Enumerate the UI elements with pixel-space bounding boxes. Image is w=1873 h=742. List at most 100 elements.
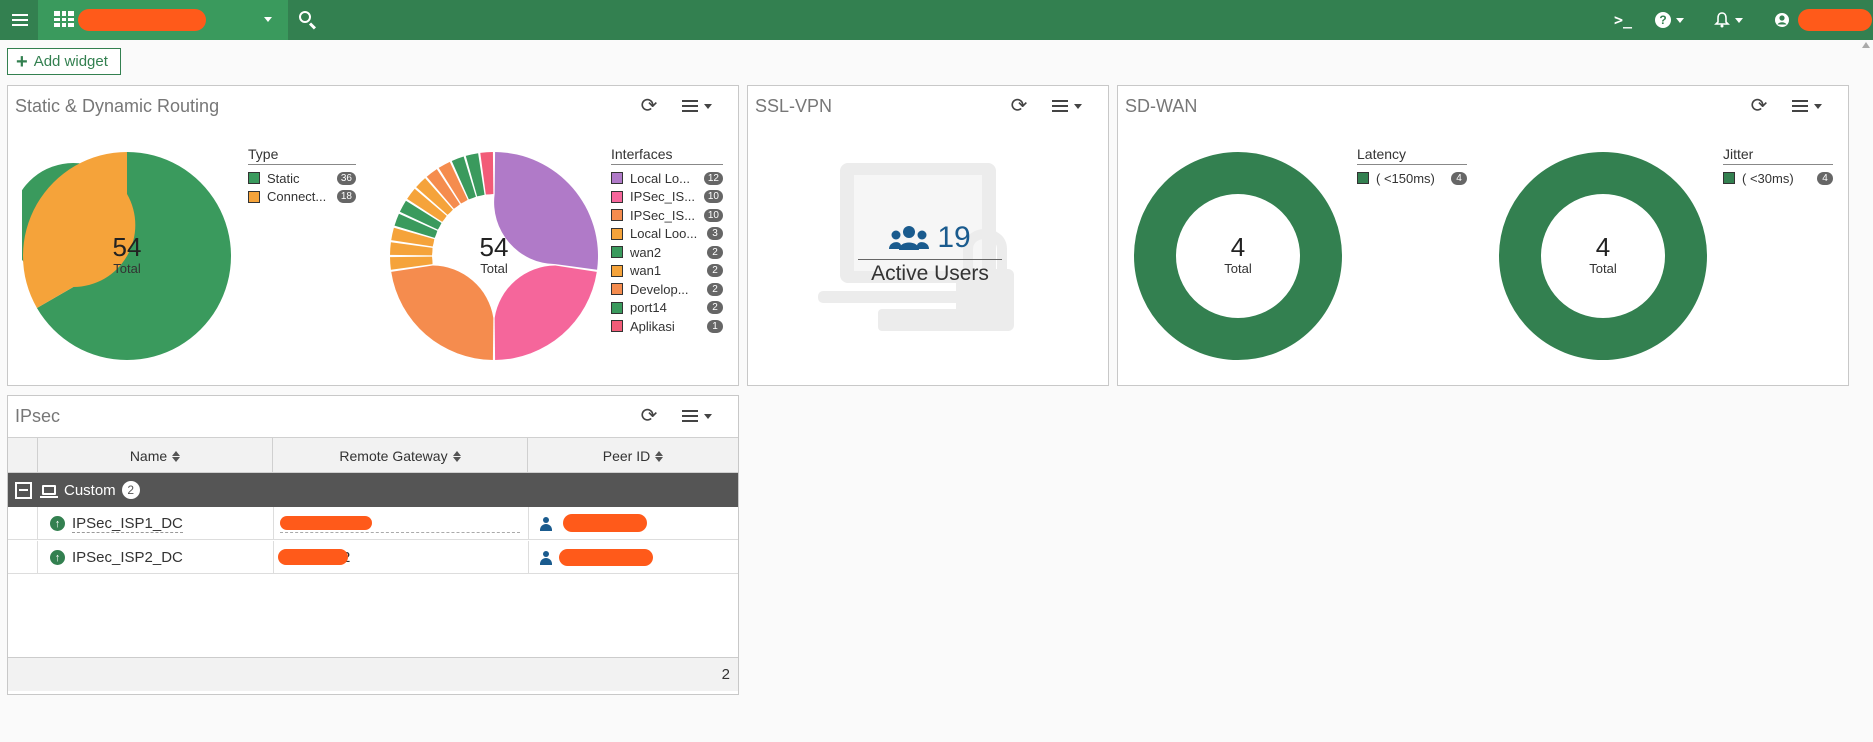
name-cell[interactable]: ↑ IPSec_ISP1_DC bbox=[50, 507, 183, 540]
laptop-icon bbox=[40, 485, 58, 498]
column-header-remote-gateway[interactable]: Remote Gateway bbox=[273, 438, 528, 474]
legend-label: Local Loo... bbox=[630, 226, 698, 242]
jitter-slice-0[interactable] bbox=[1499, 152, 1707, 360]
widget-menu-button[interactable] bbox=[682, 407, 718, 425]
interfaces-slice-5-1[interactable] bbox=[416, 178, 453, 215]
remote-gateway-cell bbox=[273, 507, 528, 540]
legend-swatch bbox=[611, 190, 623, 203]
search-icon[interactable] bbox=[298, 10, 318, 30]
routing-widget: Static & Dynamic Routing ⟳ 54 Total Type… bbox=[7, 85, 739, 386]
interfaces-slice-2[interactable] bbox=[391, 265, 494, 360]
interfaces-slice-4-1[interactable] bbox=[399, 200, 442, 230]
interfaces-slice-1[interactable] bbox=[494, 265, 597, 360]
legend-label: port14 bbox=[630, 300, 667, 316]
column-header-peer-id[interactable]: Peer ID bbox=[528, 438, 738, 474]
add-widget-button[interactable]: + Add widget bbox=[7, 48, 121, 75]
legend-item[interactable]: Local Loo... 3 bbox=[611, 225, 723, 244]
collapse-icon[interactable] bbox=[15, 481, 32, 499]
top-bar: >_ ? bbox=[0, 0, 1873, 40]
type-slice-1[interactable] bbox=[23, 152, 136, 308]
interfaces-slice-7-1[interactable] bbox=[465, 153, 485, 197]
interfaces-slice-6-0[interactable] bbox=[426, 169, 460, 209]
redacted-hostname bbox=[78, 9, 206, 31]
device-selector[interactable] bbox=[38, 0, 288, 40]
table-row[interactable]: ↑ IPSec_ISP1_DC bbox=[8, 507, 738, 540]
interfaces-slice-0[interactable] bbox=[494, 152, 598, 270]
legend-count: 2 bbox=[707, 264, 723, 278]
name-cell[interactable]: ↑ IPSec_ISP2_DC bbox=[50, 541, 183, 574]
widget-menu-button[interactable] bbox=[1792, 97, 1828, 115]
user-circle-icon bbox=[1775, 13, 1789, 27]
chevron-down-icon bbox=[1814, 103, 1822, 109]
hamburger-menu-icon[interactable] bbox=[9, 9, 31, 31]
legend-item[interactable]: IPSec_IS... 10 bbox=[611, 206, 723, 225]
latency-total-label: Total bbox=[1224, 261, 1252, 276]
legend-title: Latency bbox=[1357, 146, 1467, 165]
legend-item[interactable]: wan1 2 bbox=[611, 262, 723, 281]
type-donut-center: 54 Total bbox=[87, 233, 167, 276]
sort-icon bbox=[172, 450, 181, 462]
menu-icon bbox=[1792, 100, 1808, 112]
latency-legend: Latency ( <150ms) 4 bbox=[1357, 146, 1467, 188]
latency-total: 4 bbox=[1230, 232, 1246, 262]
redacted-gateway bbox=[280, 516, 372, 530]
sdwan-widget: SD-WAN ⟳ 4 Total Latency ( <150ms) 4 4 T… bbox=[1117, 85, 1849, 386]
select-cell bbox=[8, 541, 38, 574]
interfaces-slice-6-1[interactable] bbox=[438, 161, 468, 204]
dashed-underline bbox=[280, 532, 520, 533]
interfaces-legend: Interfaces Local Lo... 12 IPSec_IS... 10 IPS… bbox=[611, 146, 723, 336]
chevron-down-icon bbox=[704, 103, 712, 109]
legend-item[interactable]: wan2 2 bbox=[611, 243, 723, 262]
notifications-button[interactable] bbox=[1714, 10, 1743, 30]
interfaces-slice-8-0[interactable] bbox=[480, 152, 494, 195]
widget-title: SSL-VPN bbox=[755, 96, 833, 116]
interfaces-slice-3-2[interactable] bbox=[391, 227, 435, 247]
legend-item[interactable]: Aplikasi 1 bbox=[611, 317, 723, 336]
legend-item[interactable]: IPSec_IS... 10 bbox=[611, 188, 723, 207]
legend-label: Static bbox=[267, 170, 300, 186]
refresh-icon[interactable]: ⟳ bbox=[640, 405, 658, 427]
user-menu-button[interactable] bbox=[1774, 9, 1873, 31]
legend-item[interactable]: Develop... 2 bbox=[611, 280, 723, 299]
widget-menu-button[interactable] bbox=[682, 97, 718, 115]
legend-item[interactable]: Connect... 18 bbox=[248, 188, 356, 207]
menu-icon bbox=[682, 100, 698, 112]
legend-count: 1 bbox=[707, 319, 723, 333]
column-header-name[interactable]: Name bbox=[38, 438, 273, 474]
help-menu-button[interactable]: ? bbox=[1655, 10, 1684, 30]
refresh-icon[interactable]: ⟳ bbox=[1010, 95, 1028, 117]
legend-item[interactable]: ( <30ms) 4 bbox=[1723, 169, 1833, 188]
widget-menu-button[interactable] bbox=[1052, 97, 1088, 115]
cli-console-button[interactable]: >_ bbox=[1614, 10, 1632, 30]
legend-swatch bbox=[611, 246, 623, 259]
table-row[interactable]: ↑ IPSec_ISP2_DC 2 bbox=[8, 541, 738, 574]
interfaces-slice-3-0[interactable] bbox=[390, 256, 433, 270]
question-circle-icon: ? bbox=[1655, 12, 1671, 28]
interfaces-slice-7-0[interactable] bbox=[451, 156, 476, 200]
laptop-lock-watermark-icon bbox=[818, 163, 1014, 331]
refresh-icon[interactable]: ⟳ bbox=[640, 95, 658, 117]
group-name: Custom bbox=[64, 481, 116, 499]
latency-slice-0[interactable] bbox=[1134, 152, 1342, 360]
legend-item[interactable]: port14 2 bbox=[611, 299, 723, 318]
legend-label: Local Lo... bbox=[630, 170, 690, 186]
chevron-down-icon bbox=[1074, 103, 1082, 109]
group-row-custom[interactable]: Custom 2 bbox=[8, 473, 738, 507]
legend-swatch bbox=[611, 283, 623, 296]
refresh-icon[interactable]: ⟳ bbox=[1750, 95, 1768, 117]
legend-label: wan1 bbox=[630, 263, 662, 279]
scroll-up-arrow-icon[interactable] bbox=[1862, 42, 1870, 48]
chevron-down-icon bbox=[1735, 17, 1743, 23]
legend-item[interactable]: Static 36 bbox=[248, 169, 356, 188]
interfaces-slice-5-0[interactable] bbox=[407, 188, 447, 222]
legend-count: 10 bbox=[703, 190, 723, 204]
interfaces-total: 54 bbox=[479, 232, 509, 262]
legend-item[interactable]: Local Lo... 12 bbox=[611, 169, 723, 188]
active-users-label: Active Users bbox=[871, 262, 989, 285]
interfaces-slice-3-1[interactable] bbox=[390, 242, 433, 256]
legend-item[interactable]: ( <150ms) 4 bbox=[1357, 169, 1467, 188]
widget-title: IPsec bbox=[15, 406, 61, 426]
column-label: Peer ID bbox=[602, 448, 651, 464]
interfaces-slice-4-0[interactable] bbox=[394, 213, 438, 238]
ipsec-widget: IPsec ⟳ Name Remote Gateway Peer ID Cust… bbox=[7, 395, 739, 695]
